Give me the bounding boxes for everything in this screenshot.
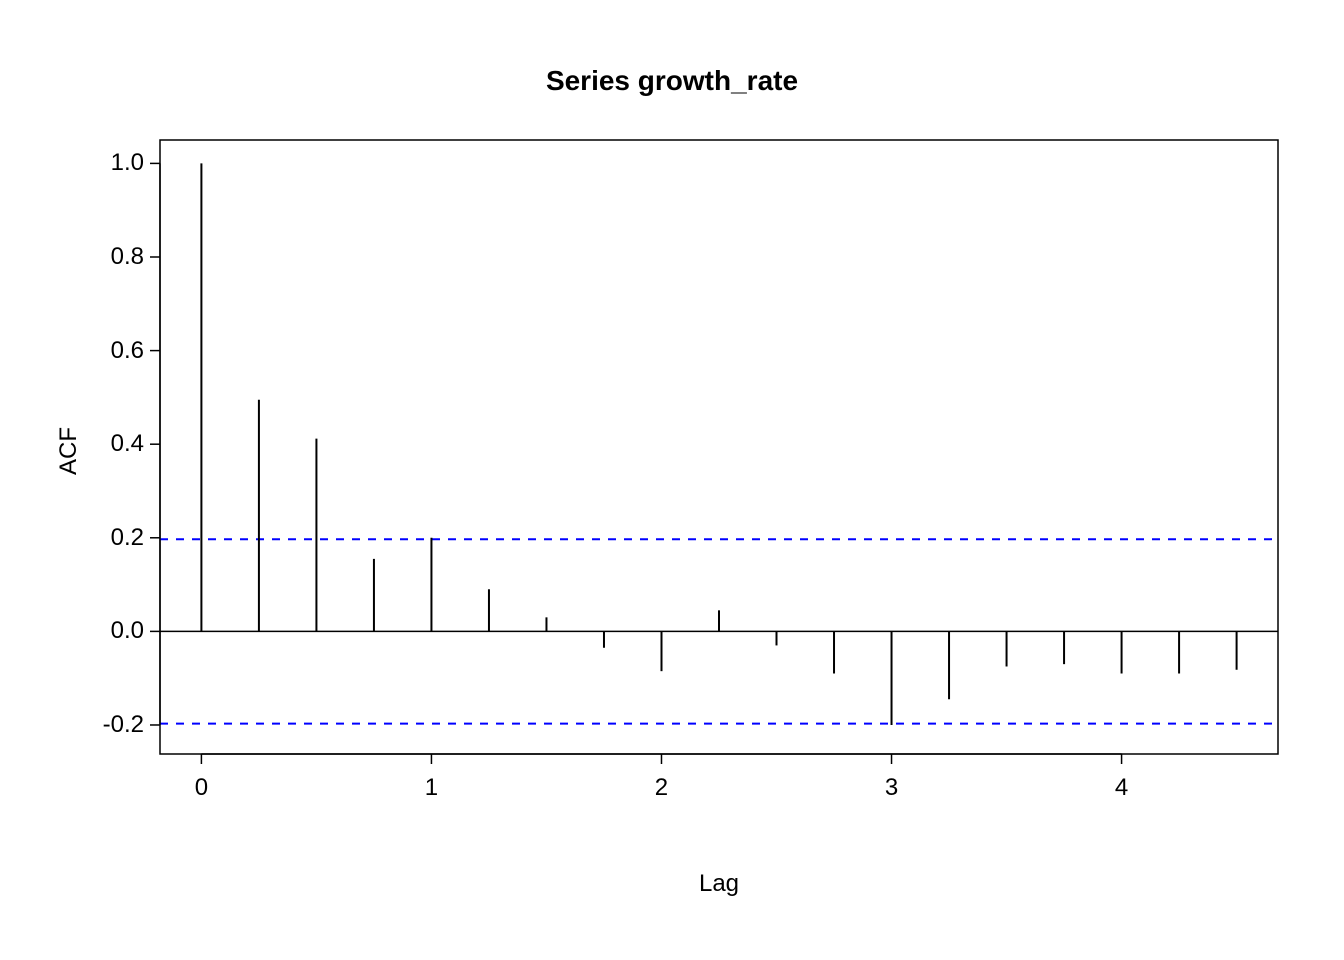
acf-chart: Series growth_rate ACF Lag 01234-0.20.00… — [0, 0, 1344, 960]
y-tick-label: -0.2 — [88, 711, 144, 739]
x-tick-label: 2 — [641, 774, 681, 802]
y-tick-label: 0.0 — [88, 617, 144, 645]
y-tick-label: 0.8 — [88, 243, 144, 271]
y-tick-label: 1.0 — [88, 149, 144, 177]
y-tick-label: 0.4 — [88, 430, 144, 458]
x-tick-label: 0 — [181, 774, 221, 802]
y-tick-label: 0.6 — [88, 337, 144, 365]
y-tick-label: 0.2 — [88, 524, 144, 552]
acf-plot-svg — [0, 0, 1344, 960]
x-tick-label: 3 — [872, 774, 912, 802]
x-tick-label: 1 — [411, 774, 451, 802]
x-tick-label: 4 — [1102, 774, 1142, 802]
